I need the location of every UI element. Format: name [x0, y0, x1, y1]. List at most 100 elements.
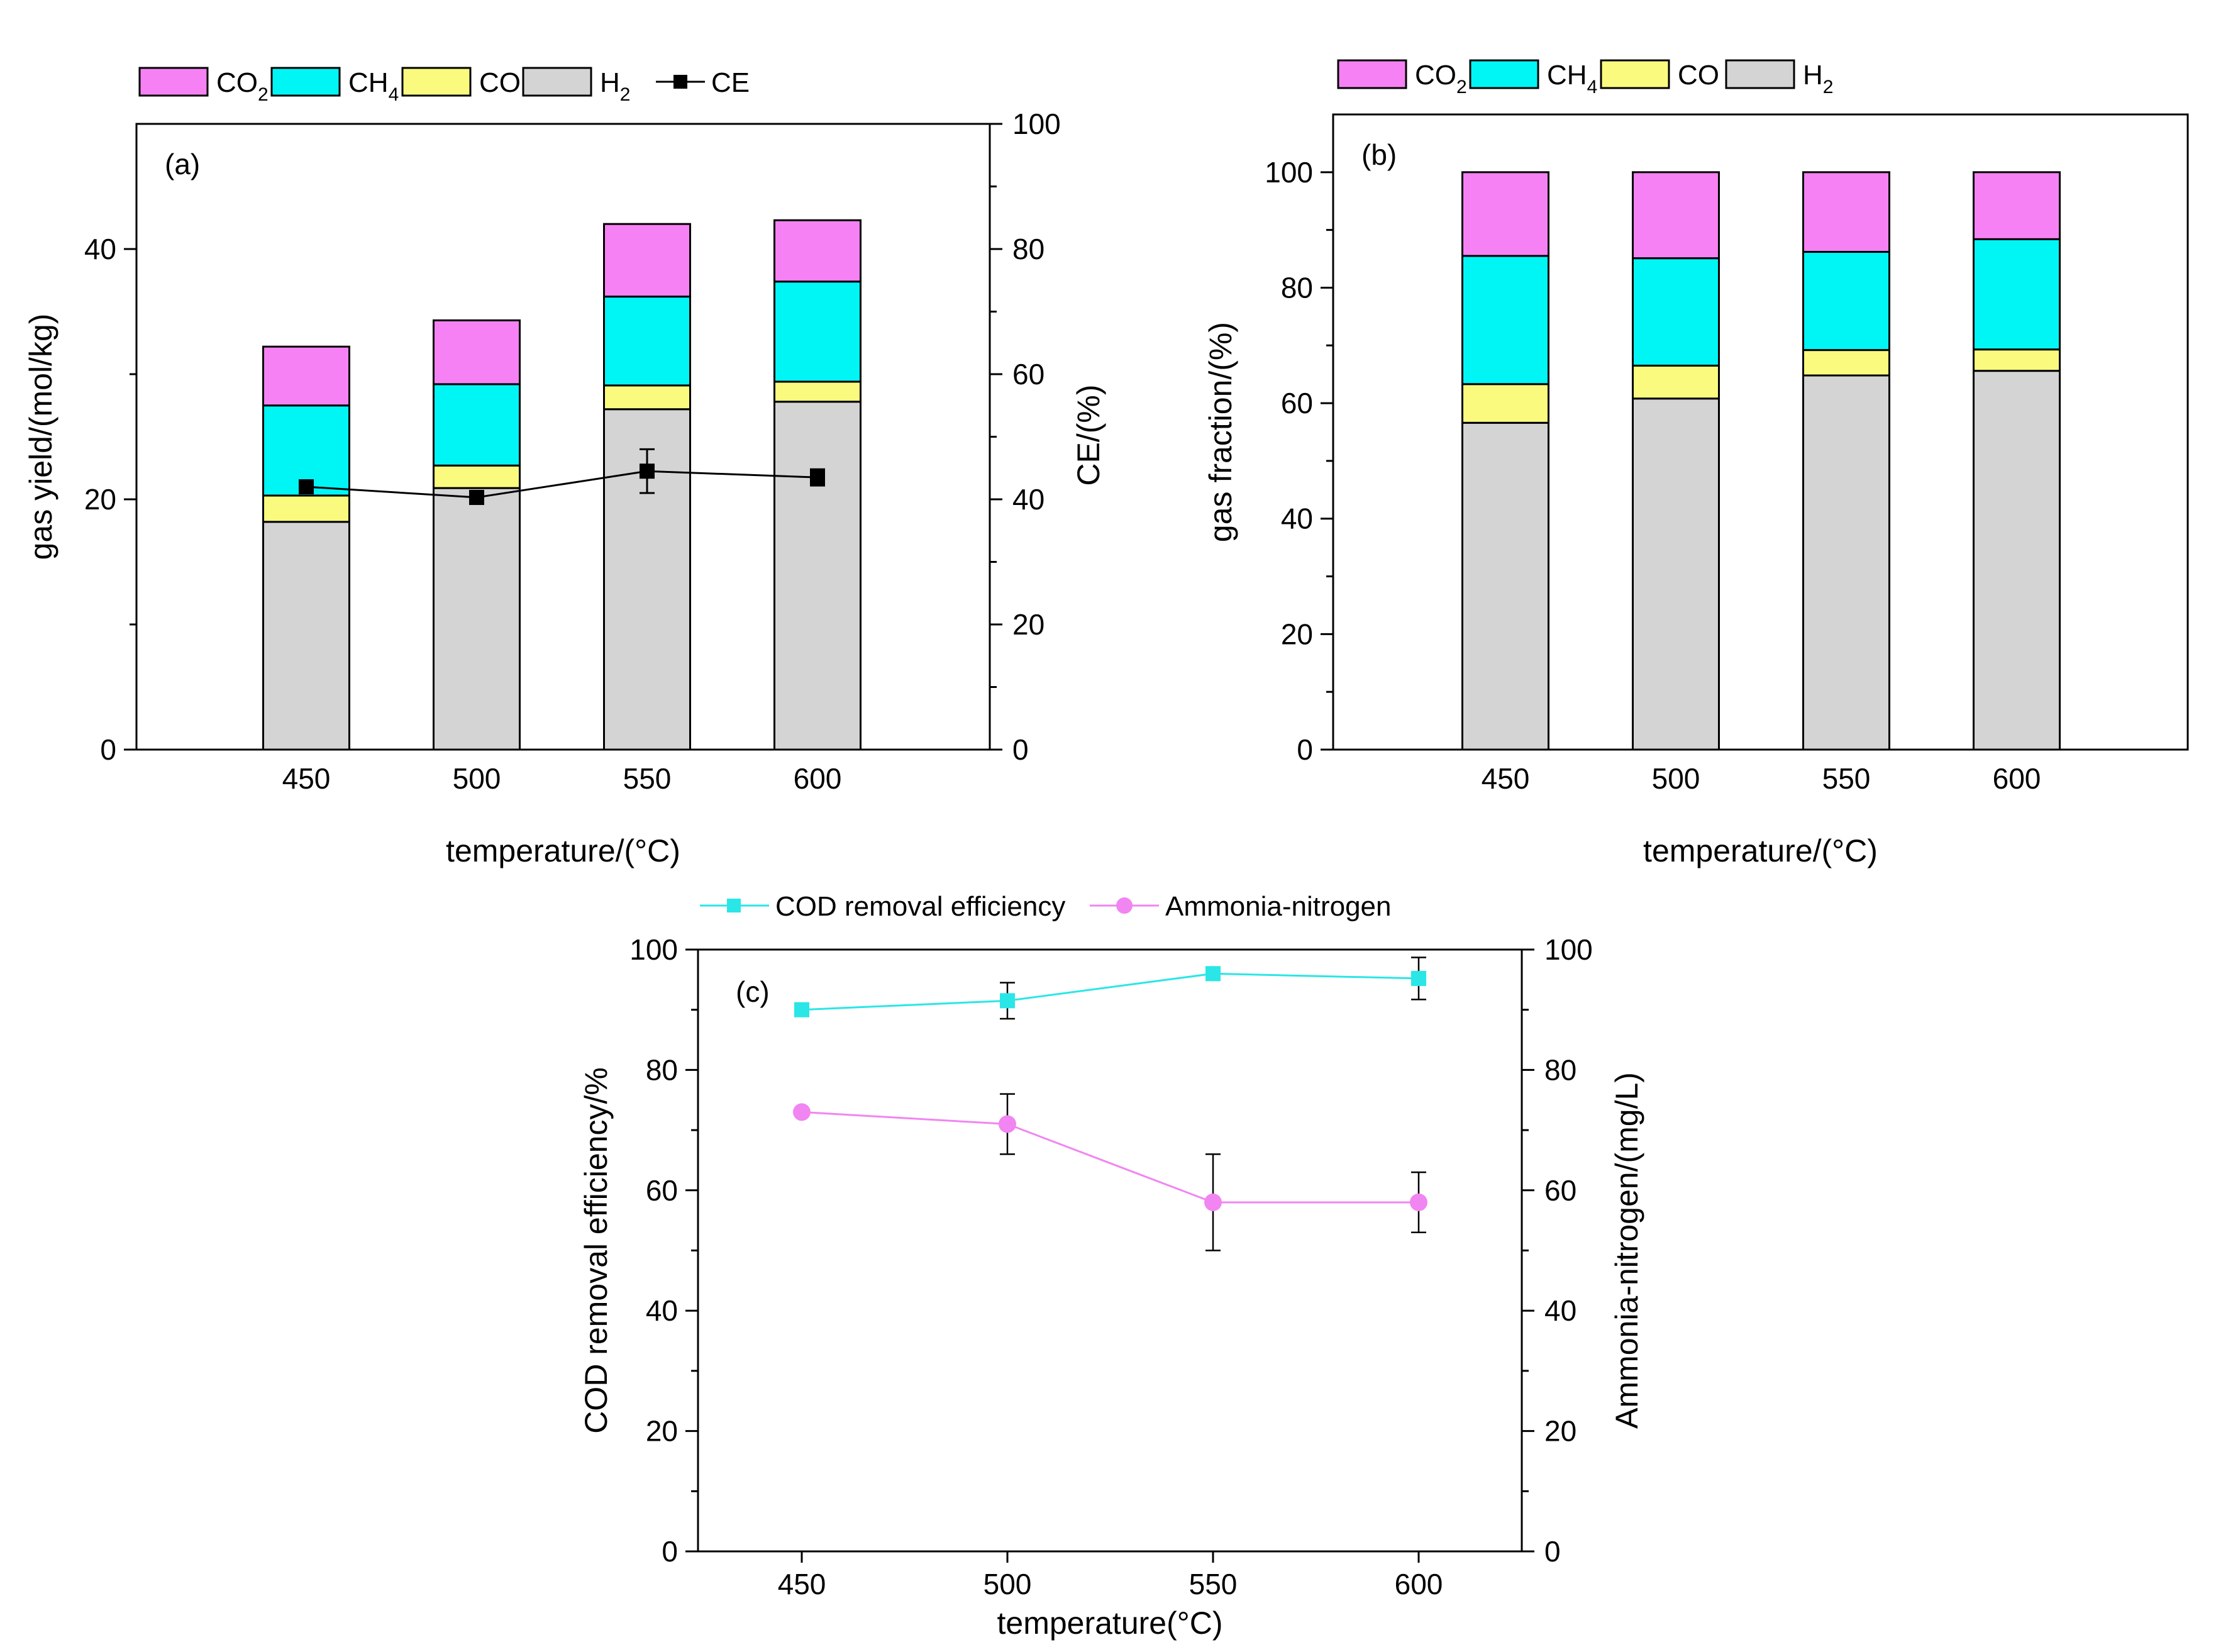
y-tick-label: 20 [84, 483, 116, 516]
plot-frame [1332, 113, 2189, 751]
legend-ch4-label: CH4 [1547, 60, 1597, 97]
cod-marker-600 [1411, 970, 1426, 986]
legend-h2-label: H2 [1803, 60, 1833, 97]
legend-co2-swatch [1337, 59, 1407, 89]
y-tick-label: 80 [646, 1053, 678, 1086]
bar-co-600 [1973, 348, 2061, 372]
bar-co2-500 [1632, 171, 1720, 260]
bar-co-500 [1632, 364, 1720, 400]
y-tick-label: 0 [100, 733, 116, 766]
y-tick-label: 40 [646, 1294, 678, 1327]
legend-h2-label: H2 [600, 67, 630, 105]
y-tick-label: 40 [84, 233, 116, 265]
x-tick-label: 500 [984, 1568, 1032, 1600]
bar-ch4-600 [773, 280, 862, 383]
x-tick-label: 600 [1993, 762, 2041, 795]
panel-label: (a) [165, 148, 200, 180]
y2-tick-label: 60 [1012, 358, 1044, 391]
legend-ce-label: CE [711, 67, 750, 98]
x-tick-label: 600 [1395, 1568, 1443, 1600]
legend-ch4-label: CH4 [348, 67, 399, 105]
y2-tick-label: 100 [1544, 933, 1593, 966]
bar-co-450 [262, 494, 350, 523]
bar-ch4-550 [1802, 251, 1890, 352]
panel-c-cod-ammonia-chart: 0 20 40 60 80 100 0 20 40 60 80 100 450 500 550 600 temp… [579, 891, 1644, 1641]
bar-ch4-500 [1632, 257, 1720, 367]
legend-ce-label-text: CE [711, 67, 750, 98]
bar-co-450 [1461, 383, 1549, 424]
y-tick-label: 60 [646, 1174, 678, 1207]
legend-co-swatch [401, 67, 472, 97]
bar-h2-500 [1632, 397, 1720, 751]
bar-h2-500 [433, 487, 521, 751]
legend-h2-label-text: H [1803, 60, 1823, 91]
legend-ch4-swatch [1469, 59, 1539, 89]
bar-h2-600 [773, 401, 862, 751]
bar-co-550 [603, 384, 691, 411]
legend-co2-label-text: CO [216, 67, 258, 98]
legend-co2-label: CO2 [1415, 60, 1467, 97]
legend-ce-marker [673, 75, 687, 89]
cod-marker-450 [794, 1002, 809, 1017]
bar-co2-450 [262, 345, 350, 407]
ammonia-marker-550 [1204, 1193, 1222, 1211]
y-tick-label: 100 [1265, 156, 1313, 189]
x-tick-label: 500 [453, 762, 501, 795]
bar-ch4-600 [1973, 238, 2061, 351]
ammonia-marker-500 [999, 1115, 1016, 1133]
legend-co-label-text: CO [1678, 60, 1719, 91]
y2-tick-label: 20 [1012, 608, 1044, 641]
y-tick-label: 60 [1281, 387, 1313, 419]
bar-co2-600 [1973, 171, 2061, 240]
ammonia-line [801, 1111, 1419, 1204]
y2-tick-label: 100 [1012, 108, 1061, 140]
bar-ch4-550 [603, 296, 691, 387]
cod-line [801, 972, 1419, 1011]
legend-h2-swatch [522, 67, 592, 97]
panel-label: (b) [1361, 138, 1397, 171]
legend-h2-label-subscript: 2 [620, 84, 631, 105]
legend-co2-swatch [138, 67, 209, 97]
legend-co-label-text: CO [479, 67, 521, 98]
legend-cod-marker [727, 899, 741, 912]
y2-axis-title: Ammonia-nitrogen/(mg/L) [1609, 1072, 1644, 1429]
x-axis-title: temperature/(°C) [446, 833, 680, 868]
bar-co2-550 [603, 223, 691, 298]
y2-tick-label: 0 [1544, 1535, 1561, 1568]
x-tick-label: 450 [282, 762, 331, 795]
bar-co2-550 [1802, 171, 1890, 253]
y2-tick-label: 60 [1544, 1174, 1576, 1207]
legend-co2-label-subscript: 2 [258, 84, 269, 105]
legend-h2-label-subscript: 2 [1823, 77, 1834, 97]
x-tick-label: 450 [778, 1568, 826, 1600]
y-tick-label: 0 [1297, 733, 1313, 766]
y-axis-title: gas yield/(mol/kg) [23, 314, 58, 560]
bar-h2-450 [262, 521, 350, 751]
y-tick-label: 0 [662, 1535, 678, 1568]
legend-ch4-swatch [270, 67, 341, 97]
bar-co2-500 [433, 319, 521, 385]
bar-co2-600 [773, 219, 862, 283]
ce-marker-450 [299, 479, 314, 495]
x-tick-label: 550 [1822, 762, 1871, 795]
ce-marker-600 [810, 470, 825, 485]
y-axis-title: gas fraction/(%) [1203, 322, 1238, 542]
legend-ch4-label-subscript: 4 [1587, 77, 1598, 97]
cod-marker-500 [1000, 993, 1015, 1009]
x-tick-label: 600 [794, 762, 842, 795]
ce-marker-550 [640, 463, 655, 479]
y2-axis-title: CE/(%) [1071, 384, 1106, 485]
legend-ch4-label-text: CH [348, 67, 389, 98]
legend-h2-label-text: H [600, 67, 620, 98]
bar-co2-450 [1461, 171, 1549, 257]
y-tick-label: 20 [646, 1415, 678, 1448]
y-tick-label: 40 [1281, 502, 1313, 535]
legend-co2-label-subscript: 2 [1456, 77, 1467, 97]
legend-ch4-label-subscript: 4 [389, 84, 399, 105]
legend-ch4-label-text: CH [1547, 60, 1587, 91]
bar-ch4-500 [433, 383, 521, 467]
ce-line [306, 470, 818, 499]
x-tick-label: 550 [623, 762, 672, 795]
